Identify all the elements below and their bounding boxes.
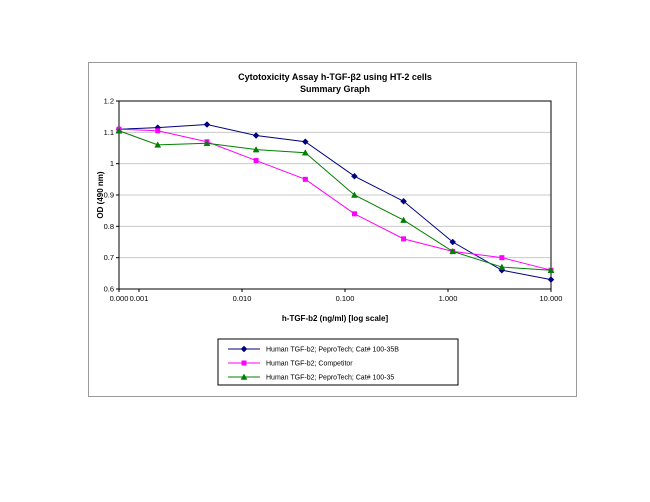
series-2-marker <box>115 127 123 134</box>
y-tick-label: 0.6 <box>104 285 114 294</box>
x-axis-label: h-TGF-b2 (ng/ml) [log scale] <box>282 314 389 323</box>
series-1-marker <box>253 158 259 164</box>
legend-label: Human TGF-b2; PeproTech; Cat# 100-35 <box>266 375 394 382</box>
series-2-marker <box>203 139 211 147</box>
y-axis-label: OD (490 nm) <box>96 171 105 218</box>
x-tick-label: 0.010 <box>233 294 252 303</box>
series-2-marker <box>449 247 457 255</box>
series-0-marker <box>449 238 457 246</box>
series-2-marker <box>351 191 358 198</box>
series-line-1 <box>118 128 552 271</box>
series-2-marker <box>252 146 260 153</box>
series-1-marker <box>499 255 505 261</box>
series-1-marker <box>302 176 308 182</box>
series-1-marker <box>155 128 161 134</box>
series-1-marker <box>401 236 407 242</box>
y-tick-label: 0.9 <box>104 191 114 200</box>
series-2-marker <box>301 149 309 156</box>
series-0-marker <box>351 172 358 180</box>
series-line-0 <box>118 123 552 281</box>
cytotoxicity-line-chart: 1.2 1.1 1 0.9 0.8 0.7 0.60.000 0.001 0.010 0.100 1… <box>96 72 563 386</box>
legend-marker-2 <box>240 373 248 380</box>
x-tick-label: 0.001 <box>130 294 149 303</box>
legend-marker-1 <box>241 360 247 366</box>
x-tick-label: 0.100 <box>336 294 355 303</box>
series-0-marker <box>301 138 309 146</box>
x-tick-label: 10.000 <box>540 294 563 303</box>
legend-label: Human TGF-b2; Competitor <box>266 361 353 368</box>
y-tick-label: 0.7 <box>104 253 114 262</box>
chart-container: 1.2 1.1 1 0.9 0.8 0.7 0.6 0.000 0.001 0.010 0.100 1… <box>88 62 577 397</box>
series-2-marker <box>547 266 555 273</box>
series-line-2 <box>118 130 552 271</box>
series-0-marker <box>547 276 555 283</box>
series-0-marker <box>203 121 211 128</box>
y-tick-label: 1.2 <box>104 97 114 106</box>
chart-title-line1: Cytotoxicity Assay h-TGF-β2 using HT-2 c… <box>238 72 432 82</box>
series-2-marker <box>400 216 407 223</box>
series-2-marker <box>154 141 162 148</box>
legend-marker-0 <box>240 345 248 353</box>
series-0-marker <box>400 197 407 205</box>
series-2-marker <box>498 263 506 270</box>
series-0-marker <box>252 132 260 139</box>
series-1-marker <box>351 211 357 217</box>
y-tick-label: 1.1 <box>104 128 114 137</box>
chart-title-line2: Summary Graph <box>300 84 370 94</box>
y-tick-label: 1 <box>110 159 114 168</box>
x-tick-label: 1.000 <box>439 294 458 303</box>
legend-label: Human TGF-b2; PeproTech; Cat# 100-35B <box>266 347 399 354</box>
x-tick-label: 0.000 <box>110 294 129 303</box>
y-tick-label: 0.8 <box>104 222 114 231</box>
